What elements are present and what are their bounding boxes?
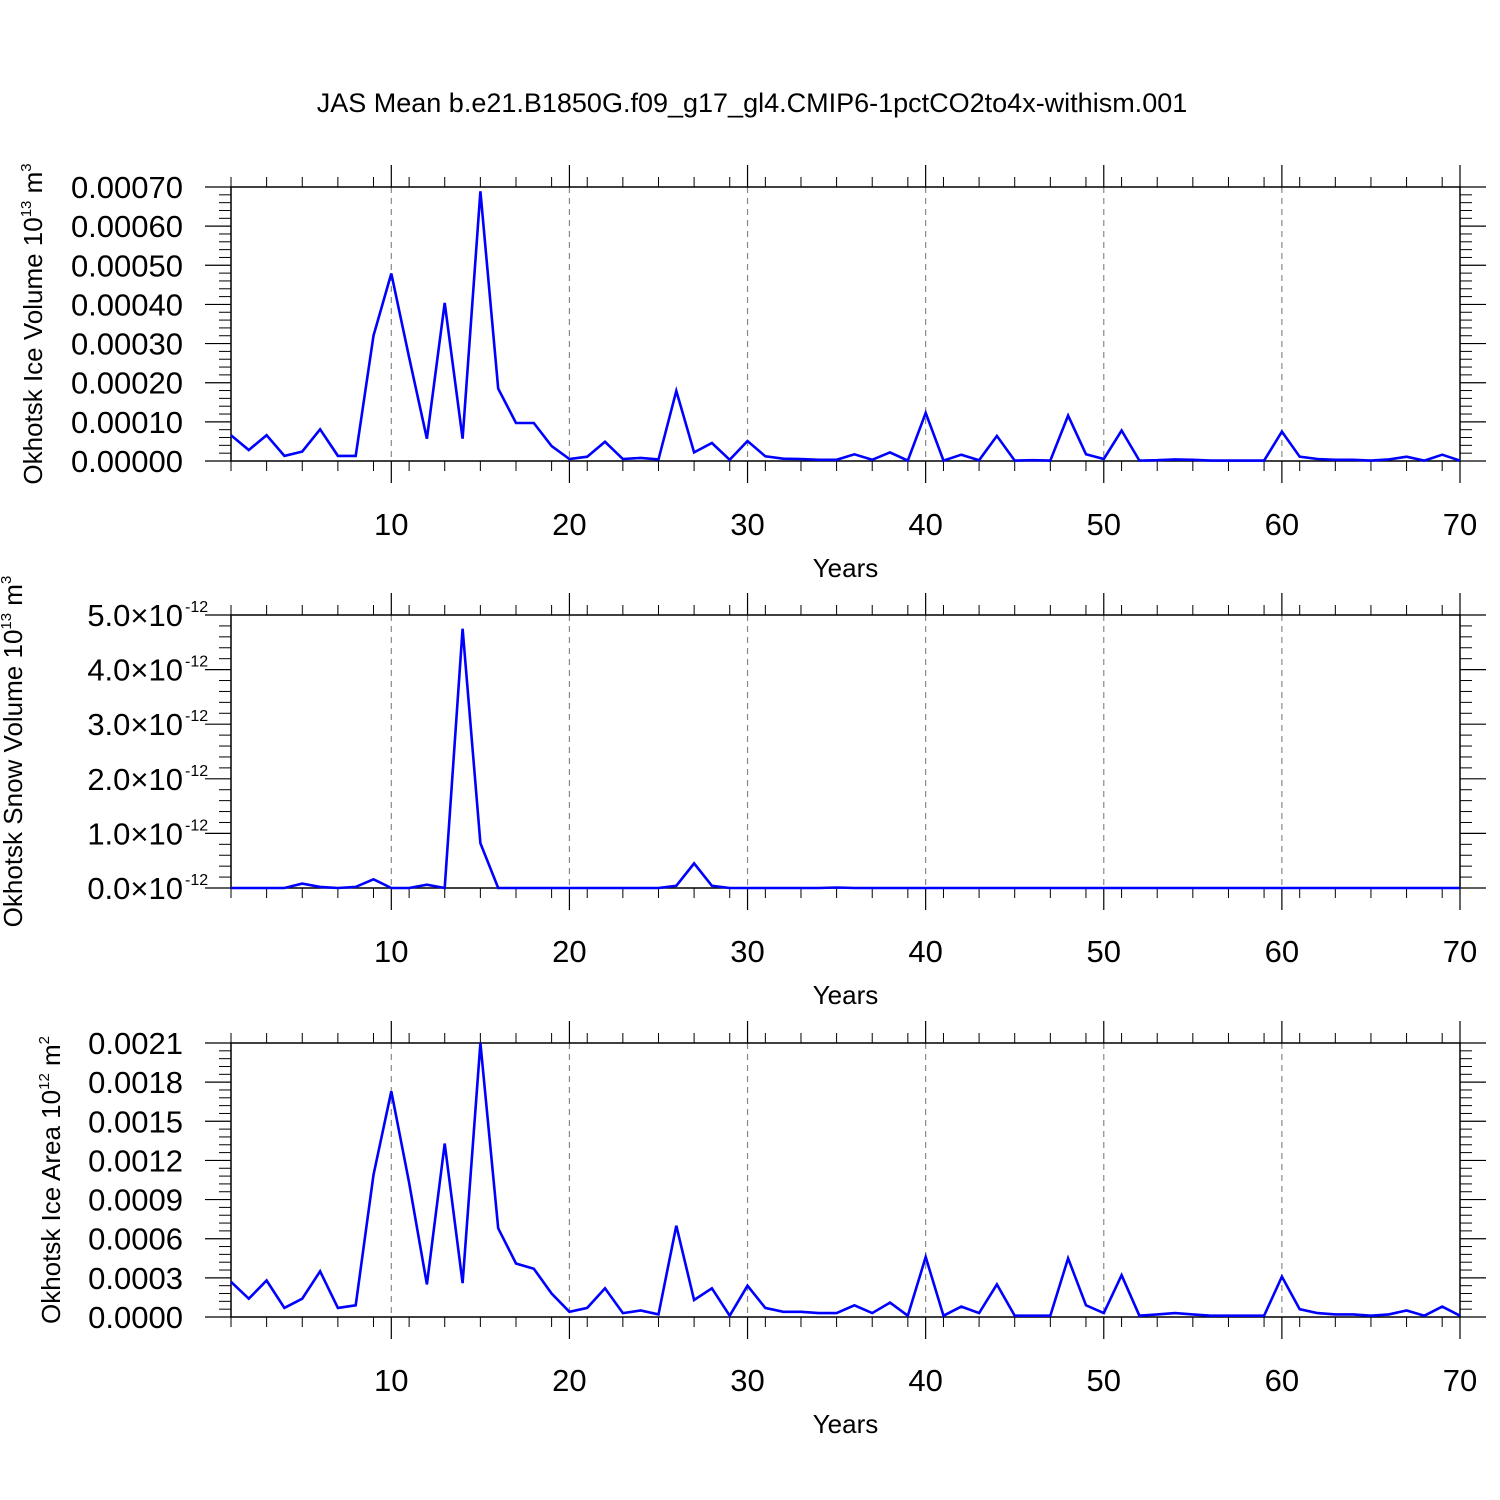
y-tick-exponent: -12 [185, 817, 208, 834]
x-axis-label: Years [813, 980, 879, 1010]
x-tick-label: 60 [1265, 934, 1299, 969]
y-tick-label: 0.00060 [71, 209, 183, 244]
x-tick-label: 70 [1443, 507, 1477, 542]
y-tick-label: 0.00050 [71, 248, 183, 283]
x-axis-label: Years [813, 1409, 879, 1439]
y-tick-label: 0.00020 [71, 366, 183, 401]
x-tick-label: 40 [908, 1363, 942, 1398]
x-tick-label: 20 [552, 1363, 586, 1398]
x-tick-label: 40 [908, 934, 942, 969]
x-tick-label: 40 [908, 507, 942, 542]
x-tick-label: 30 [730, 507, 764, 542]
figure-title: JAS Mean b.e21.B1850G.f09_g17_gl4.CMIP6-… [317, 88, 1188, 118]
panels: 10 20 30 40 50 60 70 0.00000 0.00010 0.00020 0.000… [0, 163, 1486, 1439]
chart-panel-3: 10 20 30 40 50 60 70 0.0000 0.0003 0.0006 0.0009 0.… [36, 1021, 1486, 1439]
x-axis-label: Years [813, 553, 879, 583]
x-tick-label: 30 [730, 934, 764, 969]
y-tick-label: 4.0×10 [87, 653, 183, 688]
y-tick-exponent: -12 [185, 708, 208, 725]
y-axis-label: Okhotsk Ice Volume 1013 m3 [18, 163, 48, 484]
y-tick-label: 0.0×10 [87, 871, 183, 906]
x-tick-label: 70 [1443, 934, 1477, 969]
y-tick-label: 0.0009 [88, 1183, 183, 1218]
y-tick-label: 0.0018 [88, 1065, 183, 1100]
y-tick-label: 0.0015 [88, 1104, 183, 1139]
x-tick-label: 10 [374, 507, 408, 542]
x-tick-label: 20 [552, 507, 586, 542]
y-tick-exponent: -12 [185, 654, 208, 671]
y-tick-label: 0.0021 [88, 1026, 183, 1061]
x-tick-label: 30 [730, 1363, 764, 1398]
series-line [230, 191, 1461, 463]
y-tick-label: 0.0003 [88, 1261, 183, 1296]
y-tick-exponent: -12 [185, 763, 208, 780]
x-tick-label: 20 [552, 934, 586, 969]
y-axis-label: Okhotsk Ice Area 1012 m2 [36, 1036, 66, 1324]
x-tick-label: 50 [1087, 507, 1121, 542]
x-tick-label: 50 [1087, 934, 1121, 969]
x-tick-label: 60 [1265, 1363, 1299, 1398]
x-tick-label: 10 [374, 934, 408, 969]
y-tick-label: 1.0×10 [87, 816, 183, 851]
y-tick-label: 0.0012 [88, 1143, 183, 1178]
plot-frame [230, 614, 1461, 889]
y-tick-label: 5.0×10 [87, 598, 183, 633]
x-tick-label: 50 [1087, 1363, 1121, 1398]
series-line [230, 1042, 1461, 1319]
plot-frame [230, 1042, 1461, 1318]
series-line [231, 628, 1460, 890]
x-tick-label: 10 [374, 1363, 408, 1398]
y-tick-label: 0.00040 [71, 287, 183, 322]
y-tick-exponent: -12 [185, 599, 208, 616]
x-tick-label: 60 [1265, 507, 1299, 542]
y-tick-label: 0.0000 [88, 1300, 183, 1335]
y-tick-exponent: -12 [185, 872, 208, 889]
y-axis-label: Okhotsk Snow Volume 1013 m3 [0, 576, 28, 928]
x-tick-label: 70 [1443, 1363, 1477, 1398]
y-tick-label: 0.00030 [71, 327, 183, 362]
y-tick-label: 2.0×10 [87, 762, 183, 797]
chart-panel-2: 10 20 30 40 50 60 700.0×10 -121.0×10 -122.0×10 -1… [0, 576, 1486, 1010]
y-tick-label: 0.00000 [71, 444, 183, 479]
y-tick-label: 3.0×10 [87, 707, 183, 742]
chart-panel-1: 10 20 30 40 50 60 70 0.00000 0.00010 0.00020 0.000… [18, 163, 1486, 583]
y-tick-label: 0.0006 [88, 1222, 183, 1257]
y-tick-label: 0.00010 [71, 405, 183, 440]
y-tick-label: 0.00070 [71, 170, 183, 205]
plot-frame [230, 186, 1461, 462]
